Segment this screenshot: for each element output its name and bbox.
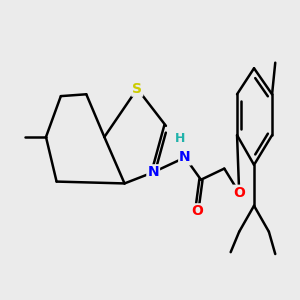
Text: H: H [175,132,185,146]
Text: N: N [179,150,191,164]
Text: N: N [147,165,159,179]
Text: S: S [132,82,142,96]
Text: O: O [191,204,203,218]
Text: O: O [233,186,245,200]
